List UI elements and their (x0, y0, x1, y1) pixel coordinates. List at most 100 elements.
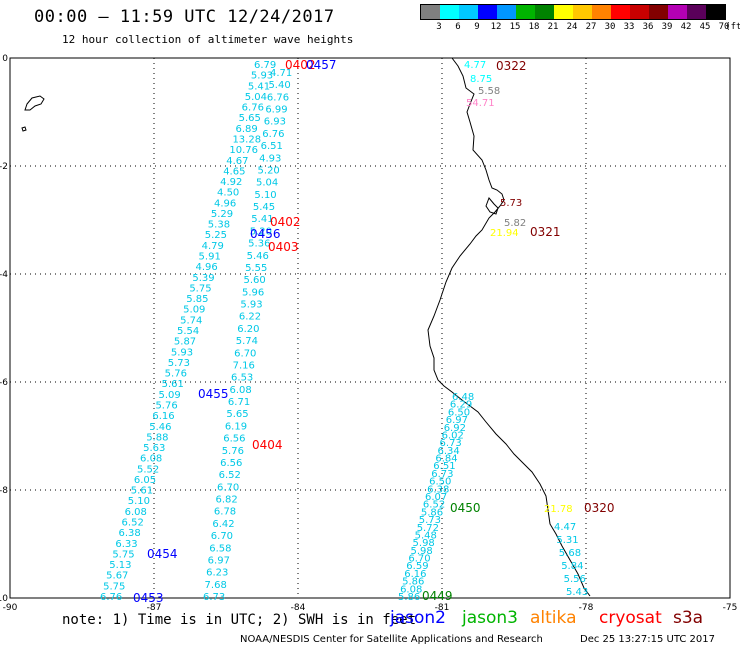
wave-height-value: 5.91 (199, 252, 221, 263)
wave-height-value: 6.70 (234, 348, 256, 359)
legend-label: 39 (661, 22, 673, 32)
wave-height-value: 6.20 (237, 324, 259, 335)
lat-tick-label: -6 (0, 378, 8, 388)
wave-height-value: 4.96 (195, 262, 217, 273)
wave-height-value: 5.36 (248, 239, 270, 250)
wave-height-value: 6.08 (400, 584, 422, 595)
legend-swatch (649, 5, 668, 19)
wave-height-value: 7.16 (233, 360, 255, 371)
wave-height-value: 5.67 (106, 571, 128, 582)
wave-height-value: 6.92 (444, 423, 466, 434)
legend-label: 15 (509, 22, 521, 32)
legend-swatch (497, 5, 516, 19)
wave-height-value: 7.68 (205, 580, 227, 591)
pass-number-label: 0320 (584, 501, 615, 515)
wave-height-value: 4.92 (220, 177, 242, 188)
wave-height-value: 6.79 (254, 60, 276, 71)
wave-height-value: 4.77 (464, 60, 486, 71)
legend-label: 42 (680, 22, 692, 32)
wave-height-value: 6.33 (115, 539, 137, 550)
wave-height-value: 6.73 (440, 438, 462, 449)
wave-height-value: 6.53 (231, 373, 253, 384)
wave-height-value: 5.52 (137, 464, 159, 475)
wave-height-value: 6.82 (215, 495, 237, 506)
wave-height-value: 6.50 (448, 407, 470, 418)
wave-height-value: 6.56 (220, 458, 242, 469)
wave-height-value: 5.60 (244, 275, 266, 286)
legend-swatch (554, 5, 573, 19)
wave-height-value: 5.04 (245, 92, 267, 103)
lat-tick-label: -8 (0, 486, 8, 496)
legend-swatch (516, 5, 535, 19)
wave-height-value: 5.76 (222, 446, 244, 457)
wave-height-value: 6.07 (425, 492, 447, 503)
pass-number-label: 0456 (250, 227, 281, 241)
wave-height-value: 5.75 (189, 283, 211, 294)
wave-height-value: 5.68 (559, 548, 581, 559)
wave-height-value: 5.58 (478, 86, 500, 97)
lon-tick-label: -87 (147, 603, 162, 613)
wave-height-value: 4.79 (202, 241, 224, 252)
wave-height-value: 5.75 (103, 581, 125, 592)
wave-height-value: 6.52 (423, 500, 445, 511)
wave-height-value: 6.52 (122, 518, 144, 529)
wave-height-value: 6.51 (433, 461, 455, 472)
wave-height-value: 5.93 (171, 347, 193, 358)
wave-height-value: 6.22 (239, 312, 261, 323)
wave-height-value: 6.70 (211, 531, 233, 542)
wave-height-value: 6.05 (134, 475, 156, 486)
map-frame (9, 57, 731, 599)
legend-swatch (421, 5, 440, 19)
pass-number-label: 0450 (450, 501, 481, 515)
legend-label: 45 (699, 22, 711, 32)
wave-height-value: 6.08 (140, 454, 162, 465)
wave-height-value: 5.82 (504, 218, 526, 229)
pass-number-label: 0402 (285, 58, 316, 72)
legend-swatches (420, 4, 726, 20)
legend-swatch (611, 5, 630, 19)
wave-height-value: 5.98 (413, 538, 435, 549)
wave-height-value: 5.20 (258, 165, 280, 176)
wave-height-value: 5.09 (159, 390, 181, 401)
legend-swatch (478, 5, 497, 19)
wave-height-value: 6.08 (125, 507, 147, 518)
wave-height-value: 5.63 (143, 443, 165, 454)
legend-swatch (630, 5, 649, 19)
legend-label: 70 (718, 22, 730, 32)
legend-label: 21 (547, 22, 559, 32)
coastline (427, 57, 591, 597)
wave-height-value: 6.16 (152, 411, 174, 422)
satellite-jason3: jason3 (462, 608, 518, 628)
wave-height-value: 5.48 (415, 530, 437, 541)
lat-tick-label: -2 (0, 162, 8, 172)
wave-height-value: 6.73 (431, 469, 453, 480)
wave-height-value: 5.88 (146, 432, 168, 443)
wave-height-value: 5.72 (417, 523, 439, 534)
legend-swatch (706, 5, 725, 19)
wave-height-value: 5.38 (208, 220, 230, 231)
wave-height-value: 5.04 (256, 178, 278, 189)
wave-height-value: 6.23 (206, 568, 228, 579)
legend-label: 27 (585, 22, 597, 32)
wave-height-value: 5.31 (556, 535, 578, 546)
legend-label: 33 (623, 22, 635, 32)
wave-height-value: 5.41 (251, 214, 273, 225)
legend-label: 6 (455, 22, 461, 32)
lon-tick-label: -84 (291, 603, 306, 613)
wave-height-value: 5.86 (402, 577, 424, 588)
wave-height-value: 5.40 (268, 80, 290, 91)
wave-height-value: 6.08 (229, 385, 251, 396)
altimeter-tracks: 6.795.935.415.046.765.656.8913.2810.764.… (100, 60, 588, 603)
wave-height-value: 6.76 (267, 92, 289, 103)
wave-height-value: 4.50 (217, 188, 239, 199)
pass-number-label: 0321 (530, 225, 561, 239)
wave-height-value: 5.55 (245, 263, 267, 274)
wave-height-value: 6.78 (214, 507, 236, 518)
wave-height-value: 54.71 (466, 98, 495, 109)
wave-height-value: 5.09 (183, 305, 205, 316)
legend-label: 12 (490, 22, 502, 32)
wave-height-value: 6.48 (452, 392, 474, 403)
legend-swatch (687, 5, 706, 19)
